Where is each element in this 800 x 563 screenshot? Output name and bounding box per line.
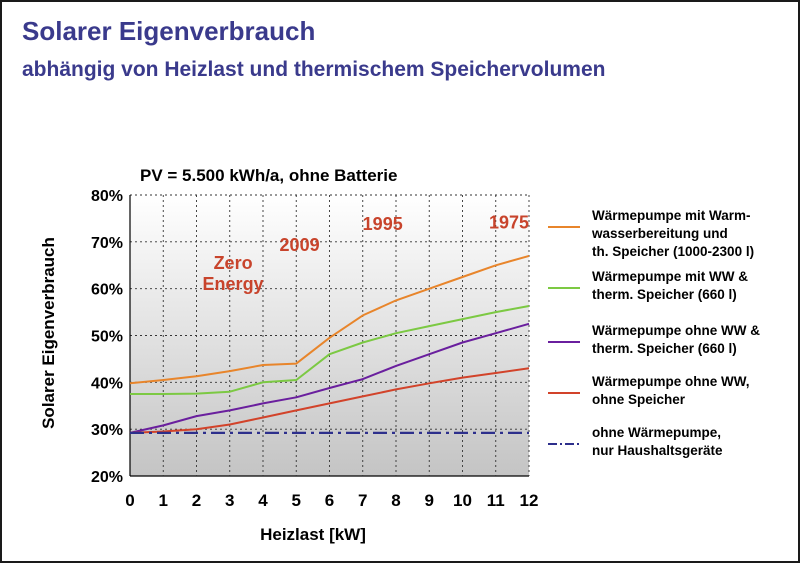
x-tick-label: 12 <box>520 491 539 510</box>
legend-item-3: Wärmepumpe ohne WW & therm. Speicher (660… <box>548 323 760 356</box>
x-tick-label: 8 <box>391 491 400 510</box>
x-tick-label: 7 <box>358 491 367 510</box>
series-line-3 <box>129 322 530 434</box>
y-tick-label: 80% <box>91 188 123 205</box>
legend-label: Wärmepumpe mit WW & therm. Speicher (660 … <box>592 269 748 302</box>
x-tick-label: 3 <box>225 491 234 510</box>
era-annotation: 1975 <box>489 213 529 233</box>
x-tick-label: 4 <box>258 491 268 510</box>
legend-label: Wärmepumpe ohne WW & therm. Speicher (660… <box>592 323 760 356</box>
y-tick-label: 20% <box>91 469 123 486</box>
legend-label: Wärmepumpe mit Warm-wasserbereitung und t… <box>591 208 754 259</box>
x-tick-label: 0 <box>125 491 134 510</box>
y-tick-label: 60% <box>91 282 123 299</box>
x-tick-label: 11 <box>487 491 505 510</box>
chart-title: PV = 5.500 kWh/a, ohne Batterie <box>140 166 397 185</box>
y-tick-label: 50% <box>91 329 123 346</box>
x-axis-label: Heizlast [kW] <box>260 525 366 544</box>
series-line-2 <box>130 305 530 395</box>
page-title: Solarer Eigenverbrauch <box>22 16 316 46</box>
era-annotation: 1995 <box>363 214 403 234</box>
y-axis-label: Solarer Eigenverbrauch <box>39 237 58 429</box>
series-line-1 <box>129 254 530 385</box>
legend-label: Wärmepumpe ohne WW, ohne Speicher <box>592 374 750 407</box>
era-annotation: 2009 <box>280 235 320 255</box>
x-tick-label: 1 <box>159 491 168 510</box>
legend-item-5: ohne Wärmepumpe, nur Haushaltsgeräte <box>548 425 723 458</box>
era-annotation: Zero Energy <box>203 253 264 294</box>
legend-label: ohne Wärmepumpe, nur Haushaltsgeräte <box>592 425 723 458</box>
series-line-4 <box>129 367 530 434</box>
x-tick-label: 2 <box>192 491 201 510</box>
x-tick-label: 6 <box>325 491 334 510</box>
legend-item-1: Wärmepumpe mit Warm-wasserbereitung und t… <box>548 208 754 259</box>
y-tick-label: 70% <box>91 235 123 252</box>
x-tick-label: 9 <box>425 491 434 510</box>
x-tick-label: 10 <box>453 491 472 510</box>
page-subtitle: abhängig von Heizlast und thermischem Sp… <box>22 58 606 81</box>
y-tick-label: 40% <box>91 375 123 392</box>
legend-item-4: Wärmepumpe ohne WW, ohne Speicher <box>548 374 750 407</box>
x-tick-label: 5 <box>292 491 301 510</box>
y-tick-label: 30% <box>91 422 123 439</box>
legend-item-2: Wärmepumpe mit WW & therm. Speicher (660 … <box>548 269 748 302</box>
